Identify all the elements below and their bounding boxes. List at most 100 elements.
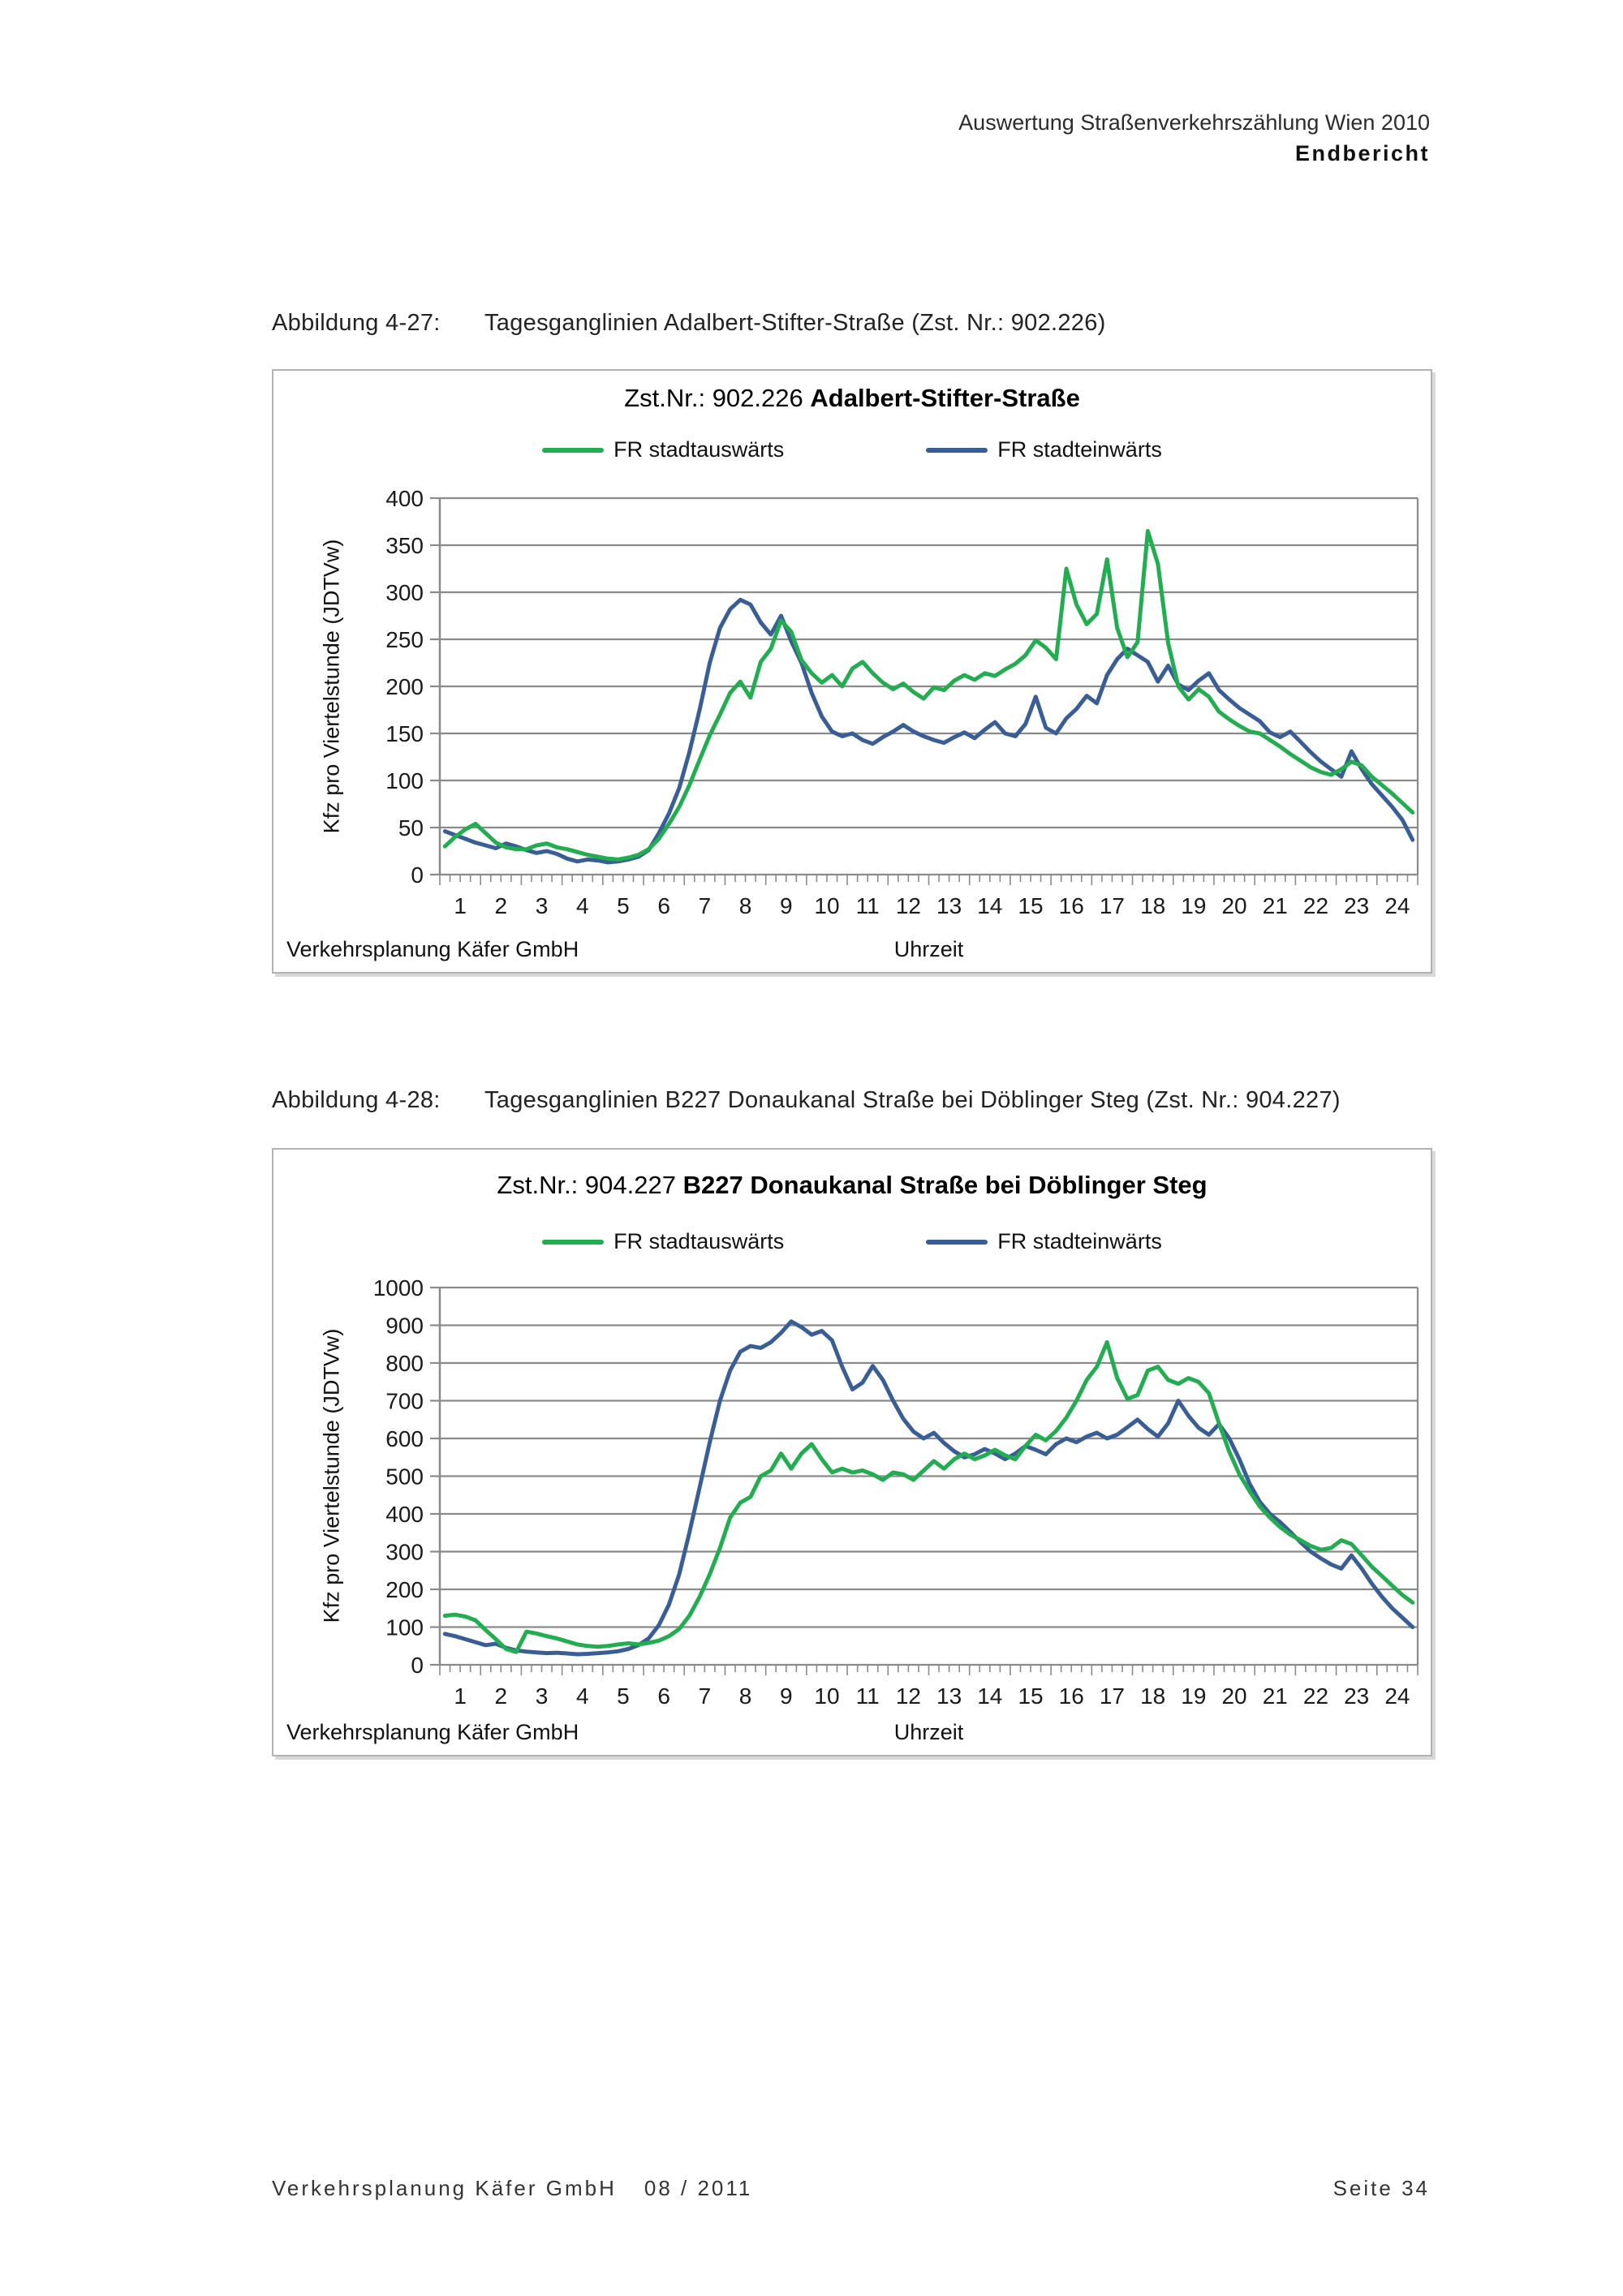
svg-text:15: 15 <box>1018 1683 1043 1709</box>
svg-text:8: 8 <box>739 893 752 918</box>
svg-text:24: 24 <box>1384 893 1410 918</box>
chart-title-name: B227 Donaukanal Straße bei Döblinger Ste… <box>682 1171 1208 1199</box>
header-subtitle: Endbericht <box>1294 141 1430 166</box>
chart-title-prefix: Zst.Nr.: 904.227 <box>497 1171 676 1199</box>
svg-text:6: 6 <box>657 1683 670 1709</box>
svg-text:0: 0 <box>411 1653 424 1678</box>
svg-text:350: 350 <box>385 533 424 558</box>
figure-label: Abbildung 4-27: <box>272 310 441 336</box>
svg-text:11: 11 <box>856 893 880 918</box>
figure-caption-text: Tagesganglinien Adalbert-Stifter-Straße … <box>484 310 1106 336</box>
svg-text:17: 17 <box>1100 1683 1125 1709</box>
svg-text:10: 10 <box>814 1683 839 1709</box>
svg-text:8: 8 <box>739 1683 752 1709</box>
svg-text:7: 7 <box>699 893 712 918</box>
chart-title-name: Adalbert-Stifter-Straße <box>810 384 1080 412</box>
svg-text:15: 15 <box>1018 893 1043 918</box>
svg-text:23: 23 <box>1344 1683 1369 1709</box>
chart-container-1: Zst.Nr.: 902.226 Adalbert-Stifter-Straße… <box>272 369 1432 974</box>
figure-caption-4-28: Abbildung 4-28: Tagesganglinien B227 Don… <box>272 1087 1341 1114</box>
svg-text:12: 12 <box>896 1683 921 1709</box>
footer-company: Verkehrsplanung Käfer GmbH <box>272 2176 617 2200</box>
svg-text:1000: 1000 <box>373 1275 424 1301</box>
figure-caption-text: Tagesganglinien B227 Donaukanal Straße b… <box>484 1087 1341 1113</box>
svg-text:2: 2 <box>495 1683 508 1709</box>
chart-container-2: Zst.Nr.: 904.227 B227 Donaukanal Straße … <box>272 1148 1432 1756</box>
svg-text:100: 100 <box>385 1615 424 1640</box>
chart-title: Zst.Nr.: 904.227 B227 Donaukanal Straße … <box>273 1171 1431 1200</box>
svg-text:18: 18 <box>1140 1683 1165 1709</box>
svg-text:50: 50 <box>398 815 424 841</box>
svg-text:9: 9 <box>780 1683 793 1709</box>
legend-label: FR stadteinwärts <box>997 437 1162 462</box>
x-axis-title: Uhrzeit <box>893 1720 964 1744</box>
svg-text:9: 9 <box>780 893 793 918</box>
svg-text:200: 200 <box>385 674 424 699</box>
svg-text:2: 2 <box>495 893 508 918</box>
svg-text:250: 250 <box>385 627 424 652</box>
legend-label: FR stadtauswärts <box>613 1229 785 1253</box>
svg-text:10: 10 <box>814 893 839 918</box>
svg-text:300: 300 <box>385 580 424 605</box>
svg-text:20: 20 <box>1221 893 1246 918</box>
svg-text:23: 23 <box>1344 893 1369 918</box>
svg-text:500: 500 <box>385 1464 424 1490</box>
legend-item-stadtauswaerts: FR stadtauswärts <box>542 437 784 462</box>
svg-text:16: 16 <box>1059 893 1084 918</box>
x-axis-title: Uhrzeit <box>893 937 964 961</box>
legend-item-stadteinwaerts: FR stadteinwärts <box>926 1229 1162 1254</box>
svg-text:24: 24 <box>1384 1683 1410 1709</box>
svg-text:11: 11 <box>856 1683 880 1709</box>
legend-line-green <box>542 1239 605 1245</box>
legend-line-blue <box>926 1239 988 1245</box>
svg-text:12: 12 <box>896 893 921 918</box>
chart-source-label: Verkehrsplanung Käfer GmbH <box>286 1720 579 1744</box>
svg-text:400: 400 <box>385 1502 424 1527</box>
svg-text:150: 150 <box>385 721 424 746</box>
svg-text:900: 900 <box>385 1314 424 1339</box>
svg-text:7: 7 <box>699 1683 712 1709</box>
legend-label: FR stadtauswärts <box>613 437 785 462</box>
figure-caption-4-27: Abbildung 4-27: Tagesganglinien Adalbert… <box>272 310 1106 337</box>
svg-text:20: 20 <box>1221 1683 1246 1709</box>
svg-text:19: 19 <box>1181 1683 1206 1709</box>
chart-legend: FR stadtauswärts FR stadteinwärts <box>273 1229 1431 1254</box>
svg-text:14: 14 <box>977 1683 1002 1709</box>
footer-left: Verkehrsplanung Käfer GmbH 08 / 2011 <box>272 2176 752 2201</box>
svg-text:18: 18 <box>1140 893 1165 918</box>
chart-legend: FR stadtauswärts FR stadteinwärts <box>273 437 1431 462</box>
svg-text:0: 0 <box>411 862 424 888</box>
svg-text:200: 200 <box>385 1577 424 1602</box>
svg-text:100: 100 <box>385 768 424 793</box>
svg-text:21: 21 <box>1263 893 1288 918</box>
svg-text:700: 700 <box>385 1389 424 1414</box>
svg-text:5: 5 <box>617 1683 630 1709</box>
header-title: Auswertung Straßenverkehrszählung Wien 2… <box>958 110 1430 135</box>
svg-text:16: 16 <box>1059 1683 1084 1709</box>
svg-text:3: 3 <box>536 1683 549 1709</box>
svg-text:6: 6 <box>657 893 670 918</box>
svg-text:21: 21 <box>1263 1683 1288 1709</box>
chart-title: Zst.Nr.: 902.226 Adalbert-Stifter-Straße <box>273 384 1431 413</box>
page-number: Seite 34 <box>1332 2176 1430 2200</box>
legend-item-stadteinwaerts: FR stadteinwärts <box>926 437 1162 462</box>
svg-text:300: 300 <box>385 1540 424 1565</box>
svg-text:13: 13 <box>936 1683 962 1709</box>
svg-text:22: 22 <box>1303 1683 1328 1709</box>
svg-text:17: 17 <box>1100 893 1125 918</box>
svg-text:1: 1 <box>454 893 467 918</box>
legend-line-green <box>542 447 605 453</box>
svg-text:800: 800 <box>385 1351 424 1376</box>
svg-text:4: 4 <box>576 1683 589 1709</box>
svg-text:14: 14 <box>977 893 1002 918</box>
legend-label: FR stadteinwärts <box>997 1229 1162 1253</box>
legend-line-blue <box>926 447 988 453</box>
svg-text:5: 5 <box>617 893 630 918</box>
svg-text:4: 4 <box>576 893 589 918</box>
svg-text:13: 13 <box>936 893 962 918</box>
page-header: Auswertung Straßenverkehrszählung Wien 2… <box>958 110 1430 166</box>
svg-text:19: 19 <box>1181 893 1206 918</box>
